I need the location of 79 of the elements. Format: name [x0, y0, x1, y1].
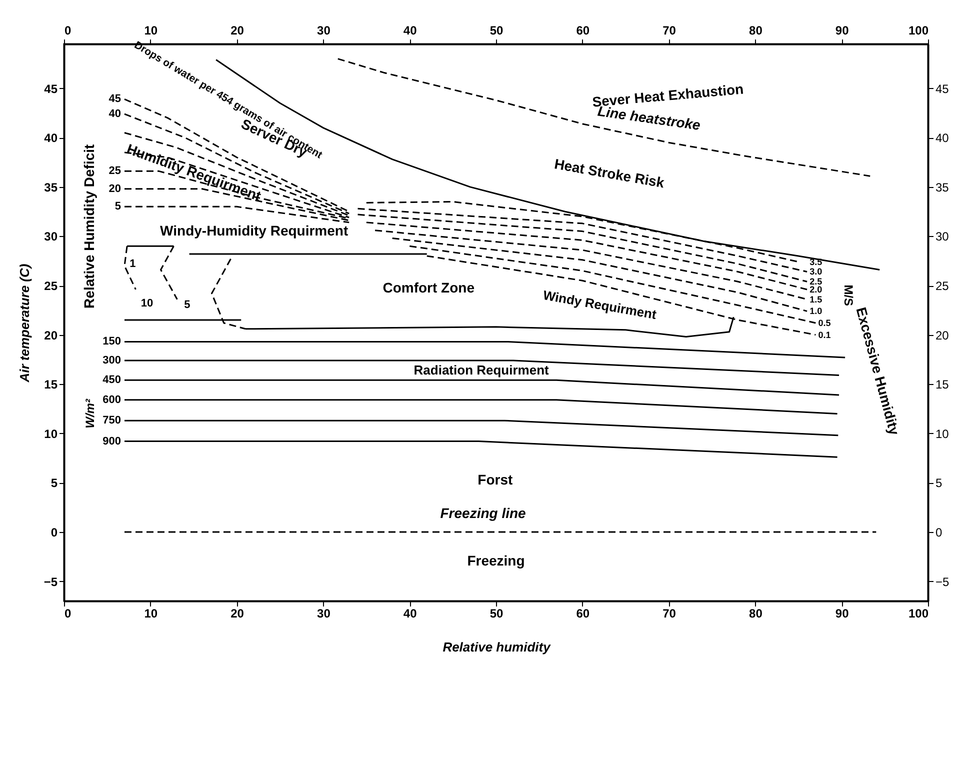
annotation: 3.0	[810, 266, 822, 277]
annotation: 1.5	[810, 294, 822, 304]
y-tick-label: 5	[50, 476, 58, 490]
annotation: 600	[102, 394, 122, 406]
y2-tick-label: 20	[936, 328, 950, 342]
annotation: Excessive Humidity	[853, 305, 903, 437]
y2-tick-label: −5	[936, 574, 950, 589]
y-tick-label: 25	[44, 279, 58, 294]
annotation: 1.0	[810, 306, 822, 316]
x2-tick-label: 70	[662, 24, 676, 38]
x-tick-label: 10	[144, 606, 158, 620]
annotation: 150	[102, 336, 122, 348]
annotation: 900	[102, 435, 122, 448]
x-tick-label: 50	[490, 606, 504, 620]
x-tick-label: 100	[908, 606, 929, 620]
x-tick-label: 30	[317, 606, 331, 620]
annotation: 450	[102, 374, 122, 386]
y2-tick-label: 0	[936, 525, 942, 540]
x-axis-title: Relative humidity	[442, 640, 552, 654]
annotation: 0.1	[818, 330, 831, 340]
annotation: 2.5	[810, 276, 822, 287]
annotation: Freezing	[467, 552, 525, 569]
annotation: 10	[140, 297, 154, 310]
x-tick-label: 40	[403, 606, 418, 620]
annotation: 25	[108, 165, 122, 178]
y-axis-title: Air temperature (C)	[16, 264, 32, 384]
annotation: Relative Humidity Deficit	[80, 144, 97, 308]
x2-tick-label: 50	[490, 24, 504, 38]
annotation: 1	[130, 258, 136, 270]
x2-tick-label: 30	[317, 24, 331, 38]
annotation: Windy Requirment	[542, 287, 658, 322]
annotation: Heat Stroke Risk	[553, 156, 666, 191]
y-tick-label: 30	[44, 230, 58, 244]
annotation: Freezing line	[440, 505, 526, 522]
annotation: 5	[184, 299, 190, 312]
x2-tick-label: 90	[835, 24, 850, 38]
y2-tick-label: 35	[936, 180, 950, 194]
x-tick-label: 60	[576, 606, 590, 620]
y-tick-label: 20	[44, 328, 58, 342]
annotation: 0.5	[818, 318, 831, 328]
y2-tick-label: 30	[936, 230, 950, 244]
x-tick-label: 90	[835, 606, 850, 620]
x2-tick-label: 10	[144, 24, 158, 38]
x2-tick-label: 100	[908, 24, 929, 38]
y-tick-label: −5	[44, 574, 58, 589]
y2-tick-label: 25	[936, 279, 950, 294]
x2-tick-label: 20	[230, 24, 244, 38]
y2-tick-label: 40	[936, 131, 950, 146]
y2-tick-label: 10	[936, 426, 950, 441]
annotation: 2.0	[810, 284, 822, 294]
x-tick-label: 70	[662, 606, 676, 620]
y-tick-label: 10	[44, 426, 58, 441]
x2-tick-label: 80	[749, 24, 763, 38]
x-tick-label: 20	[230, 606, 244, 620]
y2-tick-label: 15	[936, 378, 950, 392]
x2-tick-label: 60	[576, 24, 590, 38]
annotation: W/m²	[82, 398, 97, 428]
annotation: M/S	[842, 284, 856, 306]
y-tick-label: 45	[44, 82, 58, 96]
y-tick-label: 35	[44, 180, 58, 194]
annotation: Windy-Humidity Requirment	[160, 222, 348, 238]
y2-tick-label: 5	[936, 476, 942, 490]
annotation: 5	[114, 200, 122, 213]
x-tick-label: 0	[64, 606, 72, 620]
annotation: Forst	[478, 472, 513, 488]
x2-tick-label: 40	[403, 24, 418, 38]
annotation: 45	[108, 93, 122, 106]
y-tick-label: 0	[50, 525, 58, 540]
y-tick-label: 40	[44, 131, 58, 146]
annotation: Comfort Zone	[382, 279, 475, 296]
annotation: 300	[102, 354, 122, 366]
y2-tick-label: 45	[936, 82, 950, 96]
annotation: 20	[108, 182, 122, 195]
annotation: 750	[102, 414, 122, 427]
annotation: 40	[108, 108, 122, 120]
x2-tick-label: 0	[64, 24, 72, 38]
x-tick-label: 80	[749, 606, 763, 620]
annotation: Radiation Requirment	[414, 362, 550, 378]
y-tick-label: 15	[44, 378, 58, 392]
